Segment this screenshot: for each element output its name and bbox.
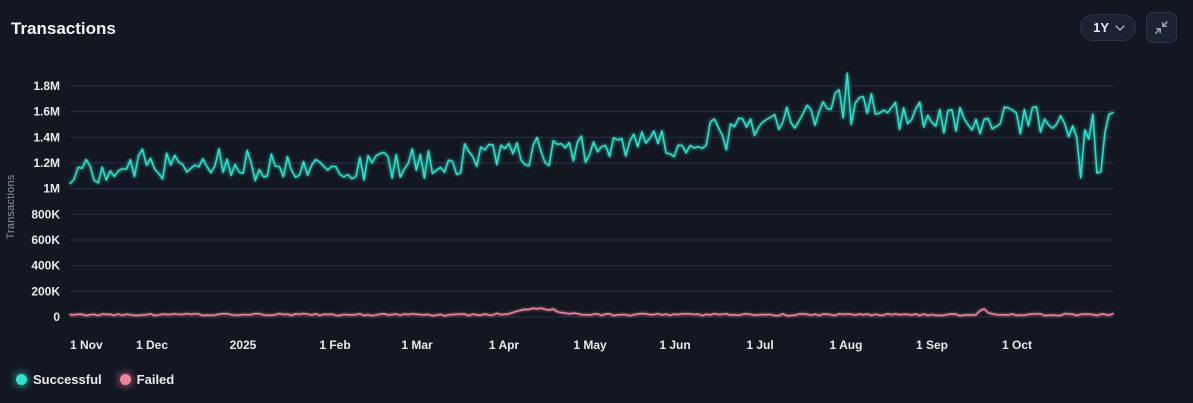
svg-text:1.2M: 1.2M bbox=[33, 156, 60, 170]
svg-text:0: 0 bbox=[53, 310, 60, 324]
svg-text:1 Jul: 1 Jul bbox=[746, 338, 773, 352]
svg-text:1 Oct: 1 Oct bbox=[1002, 338, 1032, 352]
svg-text:1 Jun: 1 Jun bbox=[659, 338, 690, 352]
svg-text:1.4M: 1.4M bbox=[33, 130, 60, 144]
svg-text:600K: 600K bbox=[31, 233, 60, 247]
svg-text:1.8M: 1.8M bbox=[33, 79, 60, 93]
svg-text:1 Dec: 1 Dec bbox=[136, 338, 168, 352]
svg-text:1 Sep: 1 Sep bbox=[916, 338, 948, 352]
svg-text:2025: 2025 bbox=[230, 338, 257, 352]
svg-text:1 Feb: 1 Feb bbox=[319, 338, 350, 352]
svg-text:800K: 800K bbox=[31, 207, 60, 221]
svg-text:400K: 400K bbox=[31, 259, 60, 273]
svg-text:1 Aug: 1 Aug bbox=[830, 338, 863, 352]
svg-text:1 Nov: 1 Nov bbox=[70, 338, 103, 352]
svg-text:1M: 1M bbox=[43, 182, 60, 196]
svg-text:1 Apr: 1 Apr bbox=[489, 338, 520, 352]
svg-text:1 May: 1 May bbox=[573, 338, 607, 352]
svg-text:1 Mar: 1 Mar bbox=[401, 338, 433, 352]
svg-text:200K: 200K bbox=[31, 284, 60, 298]
svg-text:1.6M: 1.6M bbox=[33, 105, 60, 119]
